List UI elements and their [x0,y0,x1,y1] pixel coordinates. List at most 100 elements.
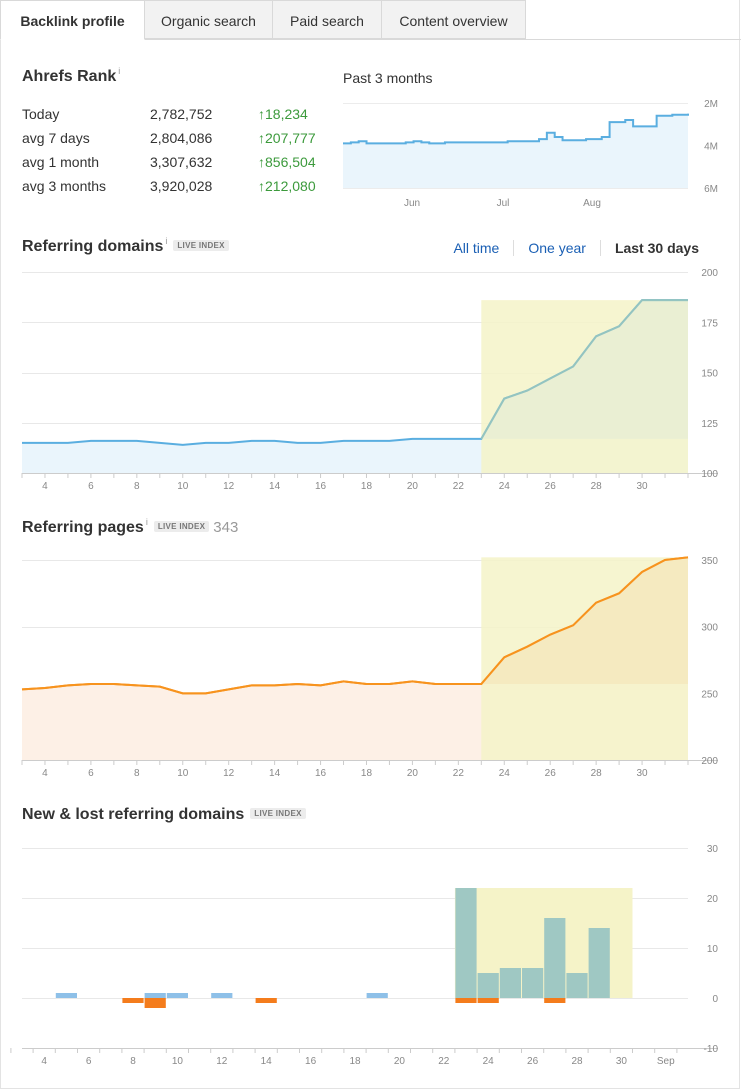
y-tick-label: 0 [712,994,718,1005]
y-tick-label: 6M [704,184,718,195]
x-tick-label: 14 [269,481,281,492]
x-tick-label: 6 [88,481,94,492]
x-tick-label: 22 [453,481,465,492]
new-bar [588,928,610,998]
x-tick-label: 28 [591,768,603,779]
x-tick-label: 16 [305,1056,317,1067]
y-tick-label: 300 [701,623,718,634]
rank-value: 2,782,752 [150,106,213,122]
range-one-year[interactable]: One year [514,240,601,256]
info-icon[interactable]: i [145,517,148,527]
rank-change: ↑212,080 [258,175,316,197]
ahrefs-rank-table: Today 2,782,752 ↑18,234 avg 7 days 2,804… [22,103,322,199]
rank-label: avg 1 month [22,154,100,170]
x-tick-label: 12 [216,1056,228,1067]
lost-bar [255,998,277,1003]
x-tick-label: 18 [349,1056,361,1067]
new-bar [211,993,233,998]
x-tick-label: 12 [223,768,235,779]
range-selector: All time One year Last 30 days [439,240,699,256]
x-tick-label: 26 [527,1056,539,1067]
rank-change: ↑856,504 [258,151,316,173]
new-bar [144,993,166,998]
new-bar [499,968,521,998]
x-tick-label: 24 [499,481,511,492]
referring-pages-title: Referring pages i LIVE INDEX 343 [22,517,239,537]
tab-content-overview[interactable]: Content overview [381,0,526,39]
tab-bar-divider [0,39,741,40]
rank-label: avg 7 days [22,130,90,146]
referring-pages-title-text: Referring pages [22,519,144,536]
x-tick-label: 24 [483,1056,495,1067]
x-tick-label: 18 [361,481,373,492]
ahrefs-rank-title: Ahrefs Rank i [22,66,121,86]
y-tick-label: 250 [701,689,718,700]
ahrefs-rank-chart [343,103,689,189]
x-tick-label: 20 [407,481,419,492]
new-bar [166,993,188,998]
x-tick-label: 4 [41,1056,47,1067]
range-last-30-days[interactable]: Last 30 days [614,240,699,256]
new-lost-title: New & lost referring domains LIVE INDEX [22,806,306,824]
x-tick-label: 24 [499,768,511,779]
lost-bar [144,998,166,1008]
rank-value: 2,804,086 [150,130,213,146]
arrow-up-icon: ↑ [258,130,265,146]
rank-area [343,113,688,188]
x-tick-label: 28 [591,481,603,492]
rank-value: 3,307,632 [150,154,213,170]
referring-domains-title-text: Referring domains [22,238,164,255]
selected-area-fill [481,300,688,439]
y-tick-label: 2M [704,99,718,110]
x-tick-label: 14 [269,768,281,779]
selected-area-fill [481,557,688,684]
new-bar [566,973,588,998]
new-bar [366,993,388,998]
x-tick-label: 8 [130,1056,136,1067]
rank-line [343,113,689,145]
tab-paid-search[interactable]: Paid search [272,0,382,39]
y-tick-label: 10 [707,944,719,955]
tab-organic-search[interactable]: Organic search [144,0,273,39]
rank-row-avg-1-month: avg 1 month 3,307,632 ↑856,504 [22,151,322,175]
x-tick-label: 8 [134,768,140,779]
tab-backlink-profile[interactable]: Backlink profile [0,0,145,40]
rank-change-value: 18,234 [265,106,308,122]
arrow-up-icon: ↑ [258,106,265,122]
x-tick-label: 18 [361,768,373,779]
x-tick-label: 26 [545,768,557,779]
x-tick-label: 26 [545,481,557,492]
x-tick-label: 14 [261,1056,273,1067]
x-tick-label: 10 [177,481,189,492]
y-tick-label: 20 [707,894,719,905]
arrow-up-icon: ↑ [258,178,265,194]
y-tick-label: 200 [701,756,718,767]
x-tick-label: Jun [404,198,420,209]
info-icon[interactable]: i [118,66,121,76]
x-tick-label: 16 [315,768,327,779]
y-tick-label: 100 [701,469,718,480]
x-tick-label: 12 [223,481,235,492]
x-tick-label: 4 [42,768,48,779]
referring-pages-count: 343 [213,519,239,536]
info-icon[interactable]: i [165,236,168,246]
rank-change-value: 207,777 [265,130,316,146]
referring-domains-title: Referring domains i LIVE INDEX [22,236,229,256]
x-tick-label: 30 [637,768,649,779]
rank-change: ↑18,234 [258,103,308,125]
ahrefs-rank-title-text: Ahrefs Rank [22,68,117,85]
live-index-badge: LIVE INDEX [173,240,229,252]
x-tick-label: 10 [172,1056,184,1067]
x-tick-label: 10 [177,768,189,779]
tab-bar: Backlink profile Organic search Paid sea… [0,0,741,40]
y-tick-label: 200 [701,268,718,279]
x-tick-label: 22 [453,768,465,779]
y-tick-label: 350 [701,556,718,567]
rank-row-avg-7-days: avg 7 days 2,804,086 ↑207,777 [22,127,322,151]
range-all-time[interactable]: All time [439,240,515,256]
x-tick-label: 30 [616,1056,628,1067]
x-tick-label: 30 [637,481,649,492]
rank-row-today: Today 2,782,752 ↑18,234 [22,103,322,127]
